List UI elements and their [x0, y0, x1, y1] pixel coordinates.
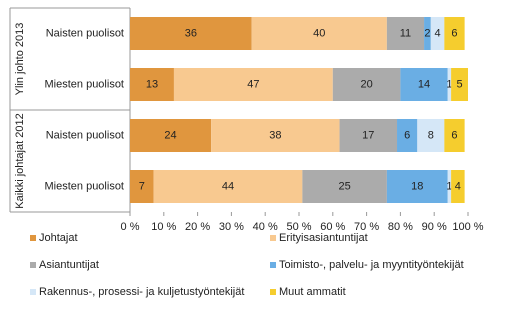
- legend-label: Rakennus-, prosessi- ja kuljetustyönteki…: [39, 286, 244, 298]
- data-label: 20: [360, 78, 372, 90]
- data-label: 25: [339, 180, 351, 192]
- group-label: Ylin johto 2013: [14, 23, 26, 96]
- bar-segment: [424, 17, 431, 50]
- data-label: 14: [418, 78, 430, 90]
- x-tick-label: 40 %: [253, 221, 278, 233]
- bar-segment: [397, 119, 418, 152]
- legend-swatch: [30, 235, 36, 241]
- group-label: Kaikki johtajat 2012: [14, 113, 26, 208]
- bar-segment: [211, 119, 340, 152]
- bar-segment: [130, 119, 212, 152]
- legend-label: Erityisasiantuntijat: [279, 232, 368, 244]
- data-label: 5: [456, 78, 462, 90]
- data-label: 6: [404, 129, 410, 141]
- legend-swatch: [270, 289, 276, 295]
- x-tick-label: 70 %: [354, 221, 379, 233]
- legend-swatch: [30, 262, 36, 268]
- data-label: 44: [222, 180, 234, 192]
- x-tick-label: 10 %: [151, 221, 176, 233]
- x-tick-label: 60 %: [320, 221, 345, 233]
- bar-segment: [430, 17, 445, 50]
- bar-segment: [386, 17, 425, 50]
- bar-segment: [302, 170, 387, 203]
- bar-segment: [339, 119, 398, 152]
- bar-segment: [447, 170, 452, 203]
- bar-segment: [153, 170, 303, 203]
- bar-segment: [251, 17, 387, 50]
- x-tick-label: 20 %: [185, 221, 210, 233]
- legend-swatch: [270, 235, 276, 241]
- legend-swatch: [270, 262, 276, 268]
- legend-label: Asiantuntijat: [39, 259, 99, 271]
- bar-segment: [451, 170, 465, 203]
- bar-segment: [130, 170, 154, 203]
- data-label: 13: [146, 78, 158, 90]
- bar-segment: [417, 119, 445, 152]
- bar-segment: [130, 68, 174, 101]
- bar-segment: [400, 68, 448, 101]
- data-label: 36: [185, 27, 197, 39]
- x-tick-label: 100 %: [452, 221, 483, 233]
- data-label: 40: [313, 27, 325, 39]
- bar-segment: [451, 68, 468, 101]
- data-label: 47: [247, 78, 259, 90]
- data-label: 1: [446, 180, 452, 192]
- bar-segment: [444, 17, 465, 50]
- data-label: 1: [446, 78, 452, 90]
- x-tick-label: 0 %: [121, 221, 140, 233]
- data-label: 11: [400, 27, 411, 39]
- legend-label: Johtajat: [39, 232, 78, 244]
- legend-swatch: [30, 289, 36, 295]
- legend-label: Muut ammatit: [279, 286, 346, 298]
- y-tick-label: Naisten puolisot: [46, 27, 124, 39]
- y-tick-label: Miesten puolisot: [45, 180, 125, 192]
- x-tick-label: 30 %: [219, 221, 244, 233]
- y-tick-label: Naisten puolisot: [46, 129, 124, 141]
- data-label: 8: [428, 129, 434, 141]
- data-label: 18: [411, 180, 423, 192]
- data-label: 24: [164, 129, 176, 141]
- bar-segment: [173, 68, 333, 101]
- bar-segment: [444, 119, 465, 152]
- x-tick-label: 90 %: [422, 221, 447, 233]
- bar-segment: [130, 17, 252, 50]
- data-label: 6: [451, 129, 457, 141]
- data-label: 2: [424, 27, 430, 39]
- data-label: 6: [451, 27, 457, 39]
- data-label: 4: [455, 180, 461, 192]
- data-label: 38: [269, 129, 281, 141]
- y-tick-label: Miesten puolisot: [45, 78, 125, 90]
- data-label: 7: [139, 180, 145, 192]
- bar-segment: [386, 170, 448, 203]
- legend-label: Toimisto-, palvelu- ja myyntityöntekijät: [279, 259, 464, 271]
- data-label: 4: [435, 27, 441, 39]
- bar-segment: [332, 68, 401, 101]
- x-tick-label: 50 %: [286, 221, 311, 233]
- data-label: 17: [362, 129, 374, 141]
- bar-segment: [447, 68, 452, 101]
- x-tick-label: 80 %: [388, 221, 413, 233]
